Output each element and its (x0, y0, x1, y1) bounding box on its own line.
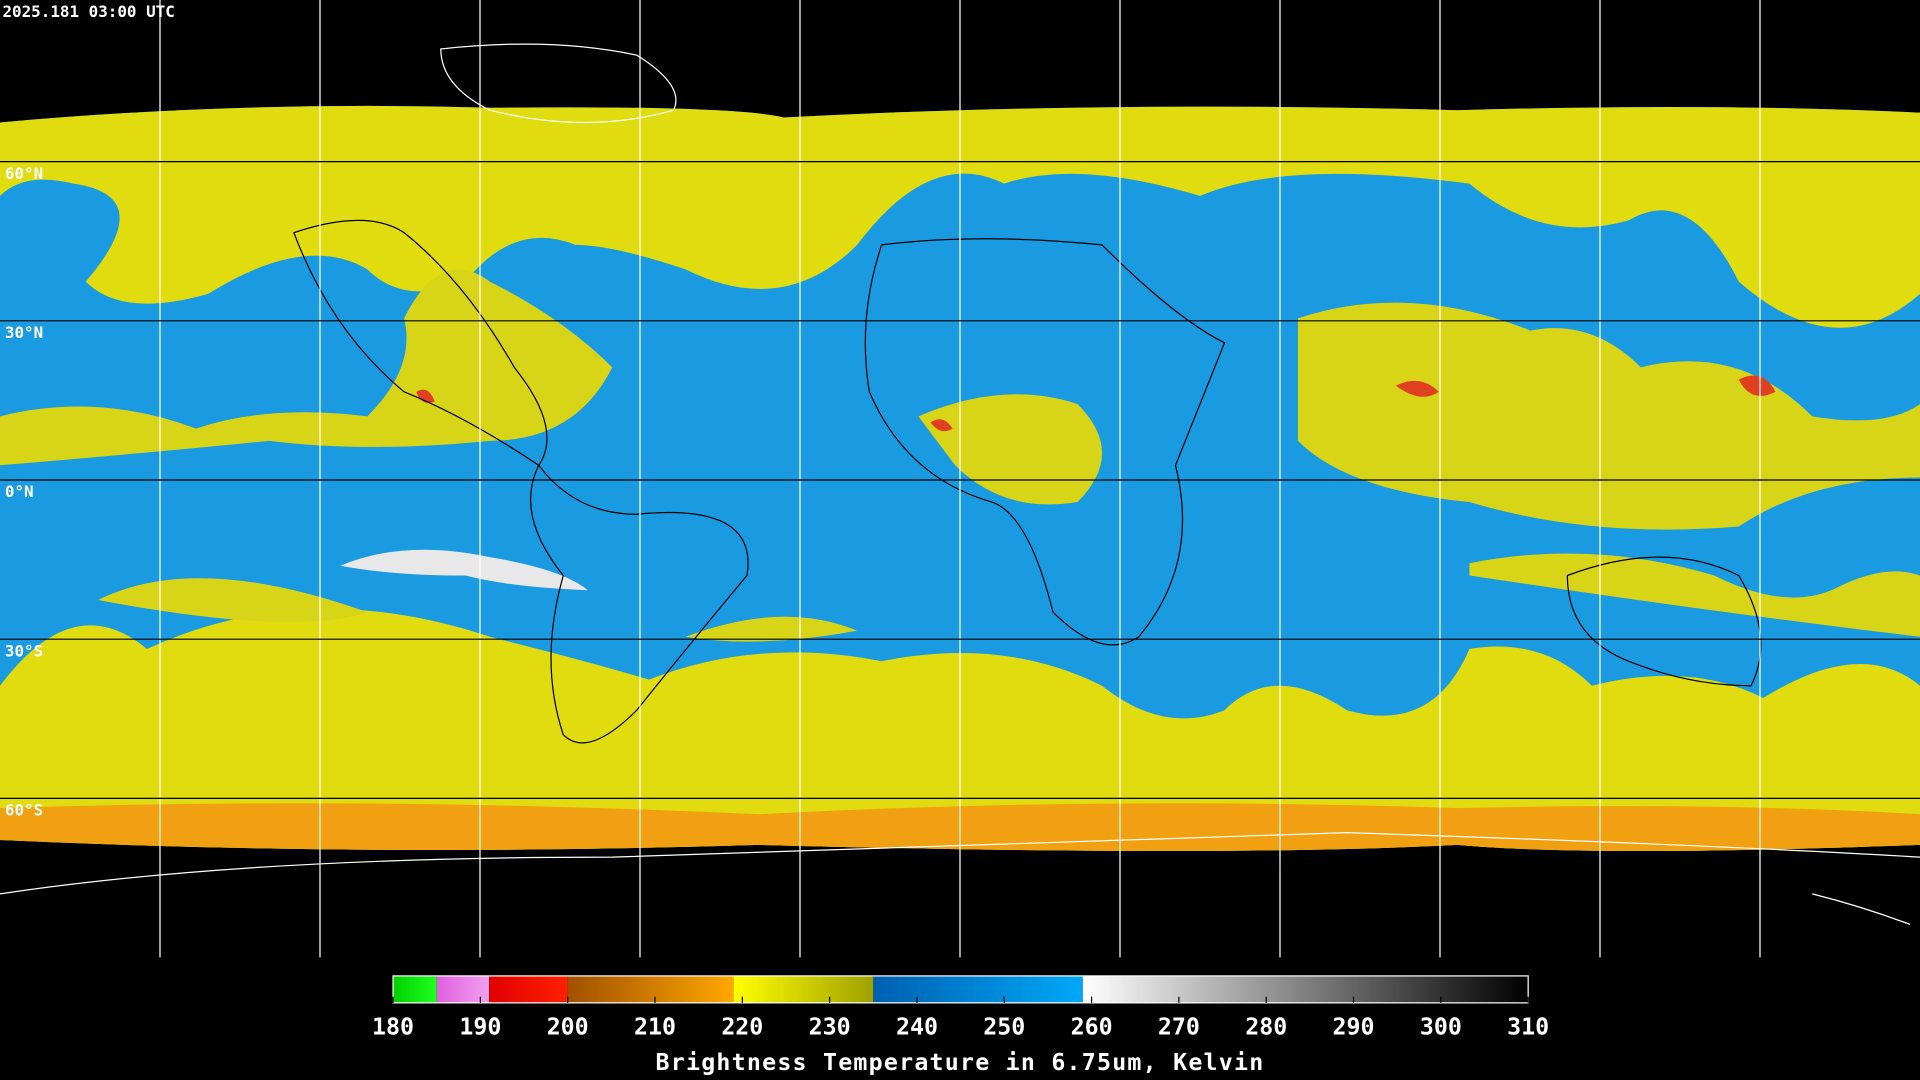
colorbar-tick-label: 270 (1158, 1014, 1200, 1041)
lat-label: 60°S (5, 801, 43, 820)
colorbar-tick-label: 210 (634, 1014, 676, 1041)
colorbar-segment (567, 975, 734, 1003)
grid: 60°N 30°N 0°N 30°S 60°S (4, 0, 1761, 958)
colorbar-segment (873, 975, 1083, 1003)
lat-label: 0°N (5, 482, 34, 501)
cold-cloud-tops (416, 375, 1776, 432)
colorbar-tick-label: 260 (1071, 1014, 1113, 1041)
colorbar-segment (1082, 975, 1529, 1003)
colorbar-tick-label: 280 (1245, 1014, 1287, 1041)
timestamp: 2025.181 03:00 UTC (2, 2, 174, 21)
colorbar-frame (392, 975, 1529, 1004)
colorbar: 180 190 200 210 220 230 240 250 260 270 280 290 300 3… (372, 975, 1549, 1041)
colorbar-tick-label: 250 (983, 1014, 1025, 1041)
colorbar-tick-label: 310 (1507, 1014, 1549, 1041)
colorbar-segment (733, 975, 874, 1003)
coastlines (293, 219, 1762, 744)
lat-label: 30°N (5, 323, 43, 342)
polar-outlines (0, 43, 1920, 926)
lat-label: 60°N (5, 164, 43, 183)
colorbar-tick-label: 230 (809, 1014, 851, 1041)
colorbar-title: Brightness Temperature in 6.75um, Kelvin (656, 1049, 1265, 1076)
colorbar-tick-label: 200 (547, 1014, 589, 1041)
warm-region (340, 549, 588, 591)
colorbar-tick-label: 300 (1420, 1014, 1462, 1041)
colorbar-tick-label: 290 (1333, 1014, 1375, 1041)
colorbar-tick-label: 190 (459, 1014, 501, 1041)
colorbar-tick-label: 220 (721, 1014, 763, 1041)
colorbar-segment (489, 975, 568, 1003)
colorbar-segment (436, 975, 490, 1003)
colorbar-tick-label: 180 (372, 1014, 414, 1041)
colorbar-segment (393, 975, 437, 1003)
lat-label: 30°S (5, 641, 43, 660)
colorbar-tick-label: 240 (896, 1014, 938, 1041)
